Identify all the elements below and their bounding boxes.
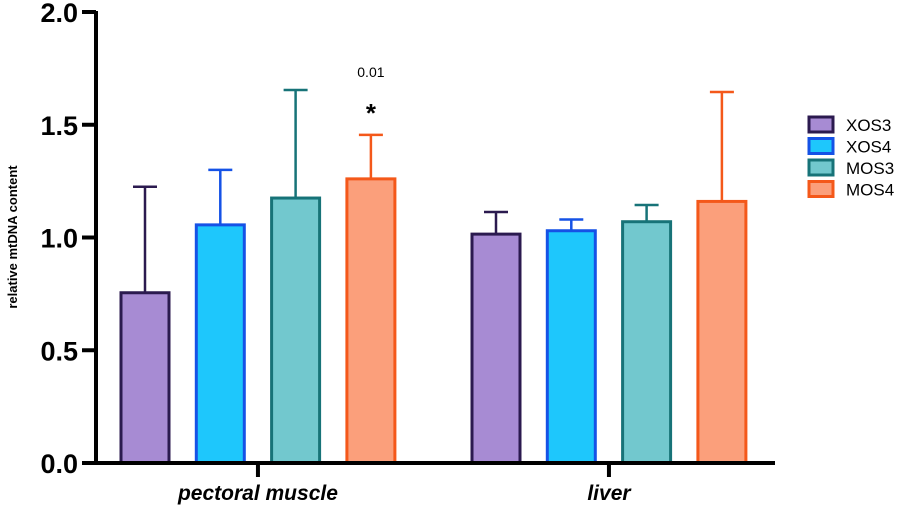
annotations: 0.01 * [357,64,384,128]
significance-star: * [366,98,377,128]
bar-mos3 [621,220,673,465]
bar-xos4 [545,229,597,465]
x-category-label: liver [587,482,632,505]
y-axis-label: relative mtDNA content [5,165,20,309]
legend-label: MOS4 [846,181,894,200]
x-axis: pectoral muscle liver [94,461,775,505]
bars-group [119,88,748,465]
bar-mos4 [345,177,397,465]
bar-xos3 [470,232,522,465]
legend-label: XOS4 [846,138,891,157]
bar-mos4 [696,199,748,465]
p-value-label: 0.01 [357,64,384,80]
y-tick-label: 0.5 [40,336,78,366]
legend-swatch-xos4 [807,137,835,155]
bar-mos3 [270,196,322,465]
y-tick-label: 2.0 [40,0,78,28]
y-tick-label: 1.0 [40,224,78,254]
bar-xos4 [194,223,246,465]
legend-label: XOS3 [846,116,891,135]
legend-label: MOS3 [846,159,894,178]
bar-xos3 [119,291,171,465]
legend: XOS3 XOS4 MOS3 MOS4 [807,115,894,200]
y-tick-label: 0.0 [40,449,78,479]
x-category-label: pectoral muscle [177,482,338,505]
legend-swatch-mos4 [807,180,835,198]
y-tick-label: 1.5 [40,111,78,141]
legend-swatch-mos3 [807,158,835,177]
y-axis: 0.0 0.5 1.0 1.5 2.0 [40,0,98,479]
legend-swatch-xos3 [807,115,835,134]
